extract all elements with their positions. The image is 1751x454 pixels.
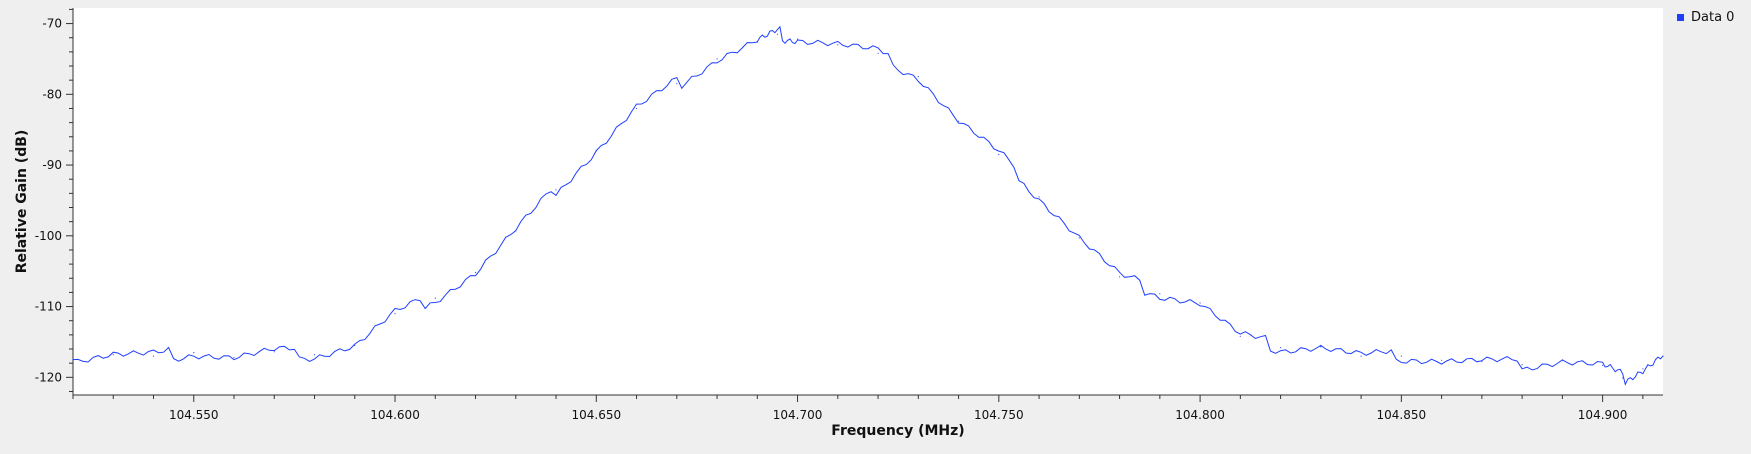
data-point <box>434 297 436 299</box>
data-point <box>1642 368 1644 370</box>
y-tick-label: -100 <box>35 229 62 243</box>
data-point <box>233 356 235 359</box>
data-point <box>1622 377 1624 379</box>
data-point <box>474 272 477 274</box>
x-tick-label: 104.700 <box>773 408 823 422</box>
data-point <box>313 354 316 356</box>
y-tick-label: -90 <box>42 158 62 172</box>
data-point <box>776 33 779 35</box>
data-point <box>1320 346 1322 348</box>
legend-swatch <box>1677 14 1684 21</box>
data-point <box>515 230 517 232</box>
data-point <box>1521 364 1523 366</box>
data-point <box>676 83 678 85</box>
data-point <box>193 352 195 354</box>
data-point <box>394 313 396 315</box>
data-point <box>756 40 758 42</box>
data-point <box>72 359 74 361</box>
data-point <box>273 351 275 353</box>
data-point <box>152 355 155 357</box>
data-point <box>1481 361 1483 363</box>
x-axis-title: Frequency (MHz) <box>831 423 964 439</box>
data-point <box>595 150 597 152</box>
data-point <box>112 354 114 356</box>
x-tick-label: 104.750 <box>974 408 1024 422</box>
x-tick-label: 104.550 <box>169 408 219 422</box>
y-tick-label: -80 <box>42 87 62 101</box>
x-tick-label: 104.900 <box>1578 408 1628 422</box>
data-point <box>1239 335 1241 337</box>
data-point <box>1038 196 1040 198</box>
y-tick-label: -110 <box>35 300 62 314</box>
legend-label: Data 0 <box>1691 10 1734 25</box>
data-point <box>555 189 557 191</box>
data-point <box>797 38 799 40</box>
x-tick-label: 104.600 <box>370 408 420 422</box>
data-point <box>1441 359 1443 361</box>
plot-layer: -70 -80 -90 -100 -110 -120 104.550 104.600 104.6… <box>14 8 1734 439</box>
data-point <box>1561 359 1563 361</box>
data-point <box>1159 293 1161 295</box>
data-point <box>635 107 638 110</box>
data-point <box>877 52 879 54</box>
data-point <box>1400 355 1402 357</box>
data-point <box>1360 355 1362 357</box>
data-point <box>716 58 718 60</box>
x-tick-label: 104.650 <box>571 408 621 422</box>
y-tick-label: -70 <box>42 17 62 31</box>
series-line-0 <box>73 25 1663 386</box>
data-point <box>1662 355 1664 357</box>
data-point <box>1199 302 1201 304</box>
data-point <box>1119 276 1121 278</box>
y-axis-title: Relative Gain (dB) <box>14 130 30 274</box>
plot-area <box>73 8 1663 395</box>
data-point <box>1280 347 1282 349</box>
data-point <box>958 120 960 122</box>
y-tick-label: -120 <box>35 370 62 384</box>
x-tick-label: 104.850 <box>1377 408 1427 422</box>
data-point <box>837 44 839 46</box>
data-point <box>1602 364 1604 366</box>
x-tick-label: 104.800 <box>1175 408 1225 422</box>
data-point <box>917 76 919 78</box>
data-point <box>1078 237 1080 239</box>
data-point <box>998 153 1000 156</box>
data-point <box>354 344 356 347</box>
